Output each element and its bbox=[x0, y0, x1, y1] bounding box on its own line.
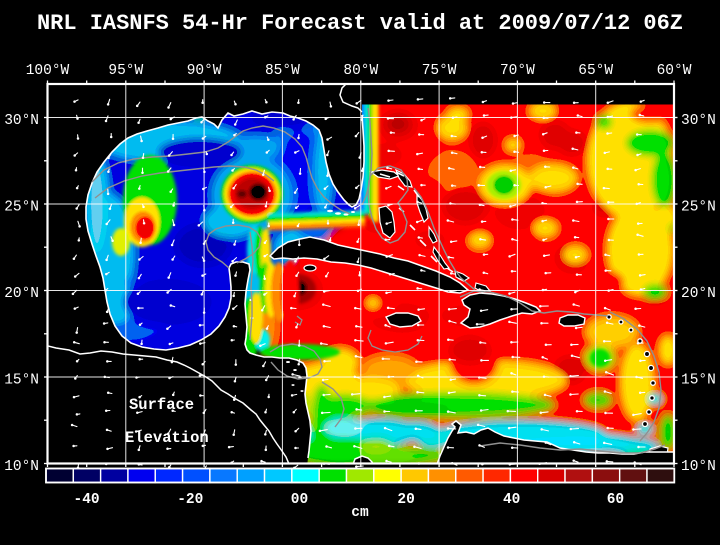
svg-text:25°N: 25°N bbox=[4, 200, 39, 216]
svg-text:85°W: 85°W bbox=[265, 63, 300, 79]
svg-text:20°N: 20°N bbox=[4, 286, 39, 302]
svg-text:65°W: 65°W bbox=[578, 63, 613, 79]
svg-text:cm: cm bbox=[351, 505, 369, 521]
svg-text:15°N: 15°N bbox=[4, 373, 39, 389]
svg-text:15°N: 15°N bbox=[681, 373, 716, 389]
svg-text:60: 60 bbox=[607, 492, 624, 508]
svg-text:30°N: 30°N bbox=[4, 113, 39, 129]
svg-text:-40: -40 bbox=[74, 492, 100, 508]
svg-text:70°W: 70°W bbox=[500, 63, 535, 79]
svg-text:75°W: 75°W bbox=[422, 63, 457, 79]
svg-text:10°N: 10°N bbox=[681, 459, 716, 475]
svg-text:30°N: 30°N bbox=[681, 113, 716, 129]
svg-text:80°W: 80°W bbox=[343, 63, 378, 79]
svg-text:95°W: 95°W bbox=[108, 63, 143, 79]
svg-text:90°W: 90°W bbox=[187, 63, 222, 79]
svg-text:-20: -20 bbox=[177, 492, 203, 508]
svg-text:20°N: 20°N bbox=[681, 286, 716, 302]
svg-text:Surface: Surface bbox=[129, 396, 194, 414]
svg-text:NRL IASNFS 54-Hr Forecast val: NRL IASNFS 54-Hr Forecast valid at 2009/… bbox=[37, 11, 683, 36]
svg-text:Elevation: Elevation bbox=[125, 429, 209, 447]
svg-text:00: 00 bbox=[291, 492, 308, 508]
svg-text:20: 20 bbox=[397, 492, 414, 508]
svg-text:60°W: 60°W bbox=[657, 63, 692, 79]
svg-text:25°N: 25°N bbox=[681, 200, 716, 216]
svg-text:10°N: 10°N bbox=[4, 459, 39, 475]
svg-text:100°W: 100°W bbox=[26, 63, 70, 79]
svg-text:40: 40 bbox=[503, 492, 520, 508]
